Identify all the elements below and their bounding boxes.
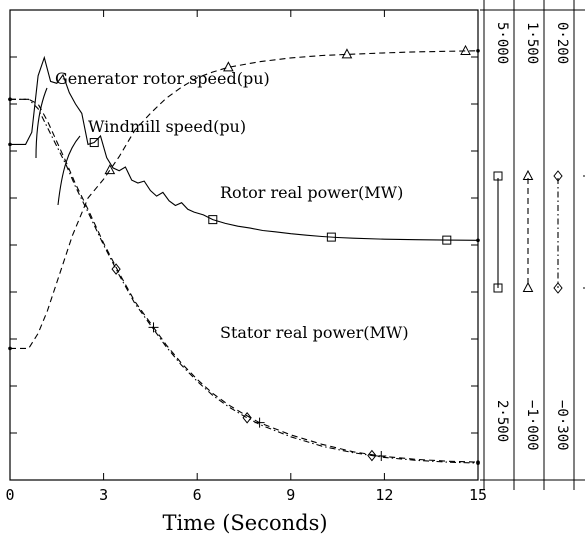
- annotation-generator-rotor-speed: Generator rotor speed(pu): [55, 69, 270, 88]
- triangle-marker: [341, 48, 353, 59]
- square-marker: [493, 283, 503, 293]
- plus-marker: [254, 417, 265, 428]
- series-line-1: [10, 50, 479, 349]
- scale-bottom-label: −0·300: [554, 400, 570, 451]
- x-axis-ticks: 0 3 6 9 12 15: [5, 10, 487, 504]
- series-start-dot: [8, 346, 12, 351]
- series-start-dot: [8, 142, 12, 147]
- annotations: [35, 87, 81, 206]
- square-marker: [493, 171, 503, 181]
- diamond-marker: [553, 282, 563, 294]
- series-lines: [10, 50, 479, 464]
- annotation-stator-real-power: Stator real power(MW): [220, 323, 409, 342]
- series-line-3: [10, 98, 479, 463]
- triangle-marker: [104, 164, 116, 175]
- square-marker: [208, 215, 218, 225]
- series-end-dot: [476, 238, 480, 243]
- series-line-0: [10, 55, 479, 241]
- plot-frame: [9, 9, 479, 481]
- triangle-marker: [223, 61, 234, 72]
- triangle-marker: [522, 169, 534, 180]
- scale-bottom-label: 2·500: [494, 400, 510, 442]
- series-start-dot: [8, 97, 12, 102]
- plus-marker: [376, 451, 387, 462]
- triangle-marker: [460, 44, 471, 55]
- annotation-rotor-real-power: Rotor real power(MW): [220, 183, 403, 202]
- series-end-dot: [476, 48, 480, 53]
- series-line-2: [10, 98, 479, 464]
- x-axis-label: Time (Seconds): [162, 511, 327, 535]
- scale-top-label: 1·500: [524, 22, 540, 64]
- triangle-marker: [522, 281, 534, 292]
- diamond-marker: [242, 411, 252, 424]
- series-end-dot: [476, 460, 480, 464]
- x-tick-label: 15: [469, 486, 487, 504]
- square-marker: [89, 138, 99, 148]
- diamond-marker: [553, 170, 563, 182]
- square-marker: [442, 235, 452, 245]
- scale-top-label: 5·000: [494, 22, 510, 64]
- leader-generator-rotor-speed: [35, 87, 48, 159]
- diamond-marker: [111, 263, 121, 275]
- x-tick-label: 3: [99, 486, 108, 504]
- y-scale-columns: 5·0002·5001·500−1·0000·200−0·3000·200−0·…: [480, 0, 585, 490]
- x-tick-label: 12: [375, 486, 393, 504]
- plus-marker: [148, 322, 159, 333]
- series-markers: [8, 44, 480, 465]
- scale-bottom-label: −1·000: [524, 400, 540, 451]
- annotation-windmill-speed: Windmill speed(pu): [88, 117, 246, 136]
- diamond-marker: [367, 449, 377, 462]
- scale-top-label: 0·200: [554, 22, 570, 64]
- x-tick-label: 9: [286, 486, 295, 504]
- square-marker: [326, 232, 336, 242]
- x-tick-label: 0: [5, 486, 14, 504]
- x-tick-label: 6: [193, 486, 202, 504]
- leader-windmill-speed: [57, 135, 81, 206]
